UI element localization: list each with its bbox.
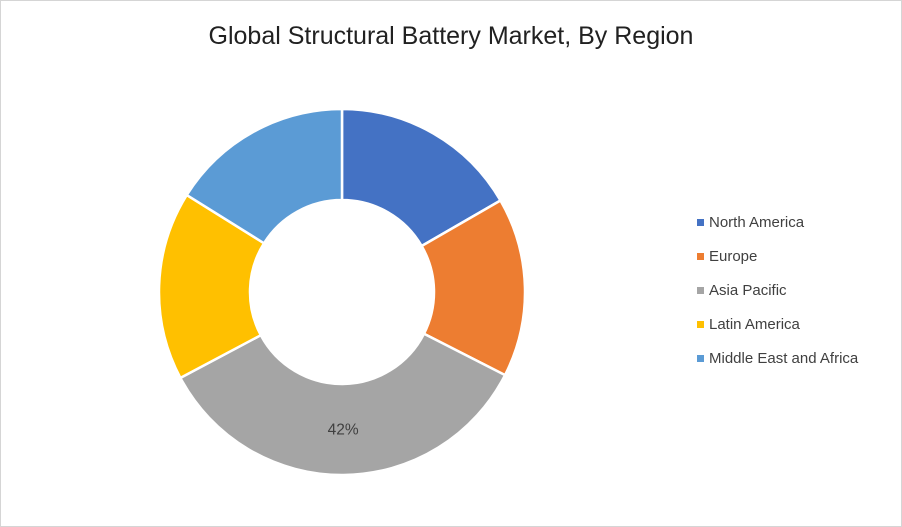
legend-item-asia-pacific[interactable]: Asia Pacific: [697, 280, 858, 300]
donut-segment-europe[interactable]: [420, 199, 527, 377]
legend-item-north-america[interactable]: North America: [697, 212, 858, 232]
segment-data-label: 42%: [328, 422, 359, 439]
legend-item-middle-east-and-africa[interactable]: Middle East and Africa: [697, 348, 858, 368]
legend-label: Asia Pacific: [709, 281, 787, 299]
legend-swatch-europe: [697, 252, 704, 260]
legend-label: Middle East and Africa: [709, 349, 859, 367]
legend: North America Europe Asia Pacific Latin …: [697, 212, 858, 382]
legend-swatch-latin-america: [697, 320, 704, 328]
legend-swatch-asia-pacific: [697, 286, 704, 294]
legend-label: Latin America: [709, 315, 800, 333]
legend-label: Europe: [709, 247, 758, 265]
legend-label: North America: [709, 213, 805, 231]
donut-segment-middle-east-and-africa[interactable]: [185, 107, 344, 245]
legend-item-latin-america[interactable]: Latin America: [697, 314, 858, 334]
legend-swatch-north-america: [697, 218, 704, 226]
donut-segment-asia-pacific[interactable]: [179, 332, 507, 477]
legend-swatch-middle-east-and-africa: [697, 354, 704, 362]
chart-title: Global Structural Battery Market, By Reg…: [208, 22, 694, 50]
legend-item-europe[interactable]: Europe: [697, 246, 858, 266]
